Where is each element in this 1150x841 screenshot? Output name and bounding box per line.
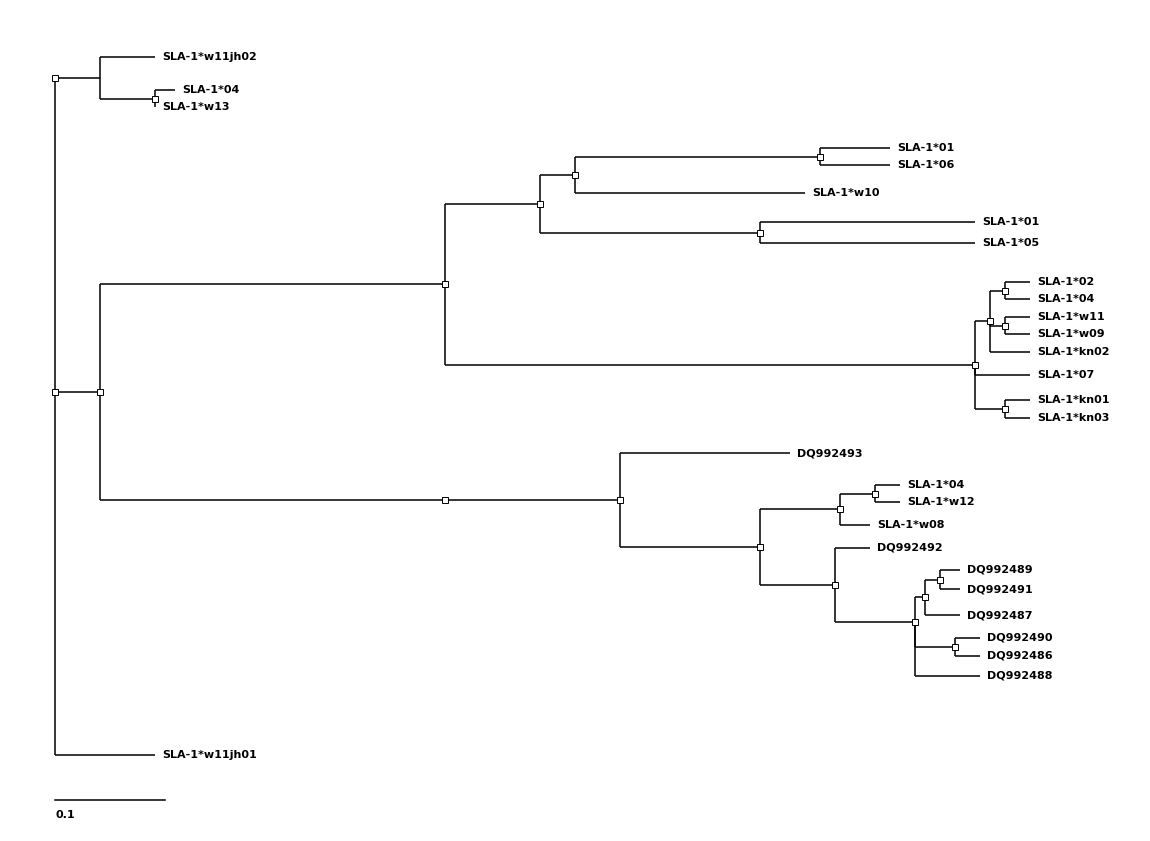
Text: DQ992487: DQ992487 [967,610,1033,620]
Text: SLA-1*w09: SLA-1*w09 [1037,329,1105,339]
Text: SLA-1*w11jh02: SLA-1*w11jh02 [162,52,256,62]
Text: SLA-1*04: SLA-1*04 [1037,294,1095,304]
Text: SLA-1*w11: SLA-1*w11 [1037,312,1105,322]
Text: DQ992488: DQ992488 [987,671,1052,681]
Text: SLA-1*kn02: SLA-1*kn02 [1037,347,1110,357]
Text: SLA-1*04: SLA-1*04 [907,480,965,490]
Text: SLA-1*w10: SLA-1*w10 [812,188,880,198]
Text: 0.1: 0.1 [55,810,75,820]
Text: SLA-1*w12: SLA-1*w12 [907,497,975,507]
Text: SLA-1*06: SLA-1*06 [897,160,954,170]
Text: SLA-1*w13: SLA-1*w13 [162,102,230,112]
Text: DQ992493: DQ992493 [797,448,862,458]
Text: SLA-1*02: SLA-1*02 [1037,277,1095,287]
Text: SLA-1*05: SLA-1*05 [982,238,1040,248]
Text: SLA-1*w11jh01: SLA-1*w11jh01 [162,750,256,760]
Text: DQ992489: DQ992489 [967,565,1033,575]
Text: SLA-1*04: SLA-1*04 [182,85,239,95]
Text: DQ992486: DQ992486 [987,651,1052,661]
Text: SLA-1*01: SLA-1*01 [982,217,1040,227]
Text: SLA-1*07: SLA-1*07 [1037,370,1095,380]
Text: SLA-1*kn03: SLA-1*kn03 [1037,413,1110,423]
Text: DQ992492: DQ992492 [877,543,943,553]
Text: SLA-1*w08: SLA-1*w08 [877,520,944,530]
Text: DQ992490: DQ992490 [987,633,1052,643]
Text: SLA-1*kn01: SLA-1*kn01 [1037,395,1110,405]
Text: SLA-1*01: SLA-1*01 [897,143,954,153]
Text: DQ992491: DQ992491 [967,584,1033,594]
